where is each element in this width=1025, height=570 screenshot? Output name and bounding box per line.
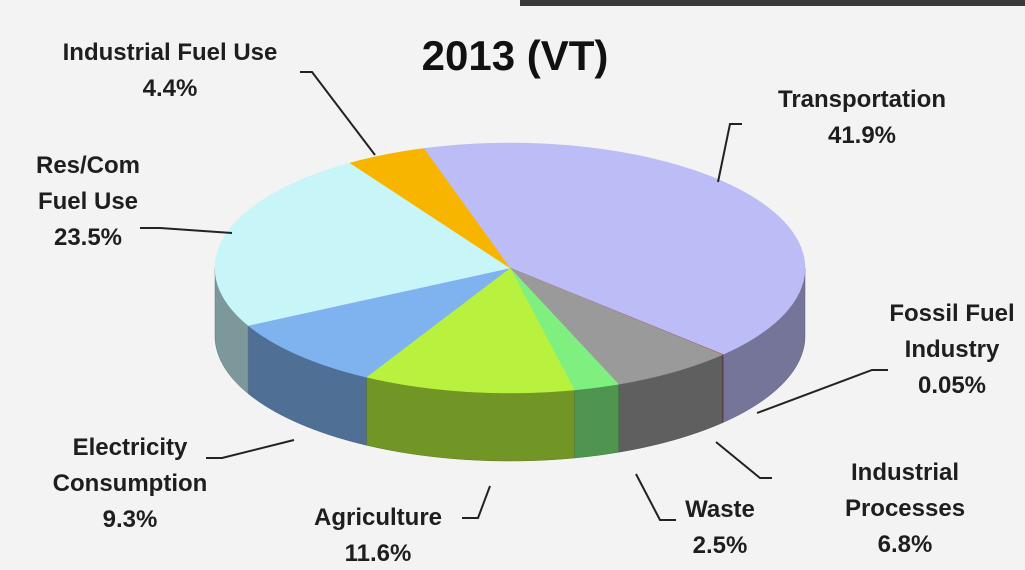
category-label: Industrial Processes: [844, 459, 966, 522]
value-label: 0.05%: [917, 372, 987, 399]
category-label: Waste: [685, 496, 755, 523]
value-label: 2.5%: [692, 532, 748, 559]
slice-label: Agriculture 11.6%: [288, 500, 468, 570]
leader-line: [756, 369, 888, 414]
slice: [365, 267, 575, 394]
slice: [349, 148, 511, 269]
slice: [509, 267, 724, 385]
slice-side: [574, 383, 619, 459]
chart-title: 2013 (VT): [421, 32, 609, 79]
leader-line: [717, 123, 742, 183]
category-label: Electricity Consumption: [52, 434, 208, 497]
value-label: 41.9%: [827, 122, 897, 149]
slice-label: Electricity Consumption 9.3%: [30, 430, 230, 538]
leader-line: [462, 485, 491, 519]
leader-line: [635, 473, 676, 521]
slice-label: Transportation 41.9%: [752, 82, 972, 154]
slice-label: Industrial Processes 6.8%: [830, 455, 980, 563]
slice-label: Fossil Fuel Industry 0.05%: [872, 296, 1025, 404]
category-label: Res/Com Fuel Use: [35, 152, 141, 215]
value-label: 6.8%: [877, 531, 933, 558]
slice: [214, 162, 511, 326]
category-label: Industrial Fuel Use: [62, 39, 278, 66]
slice: [247, 267, 511, 378]
leader-line: [715, 441, 772, 479]
slice-label: Res/Com Fuel Use 23.5%: [18, 148, 158, 256]
slice-label: Waste 2.5%: [660, 492, 780, 564]
category-label: Transportation: [777, 86, 946, 113]
value-label: 9.3%: [102, 506, 158, 533]
category-label: Agriculture: [313, 504, 442, 531]
value-label: 11.6%: [344, 540, 412, 567]
leader-line: [140, 227, 233, 234]
leader-line: [300, 71, 376, 156]
frame: [520, 0, 1025, 6]
slice-label: Industrial Fuel Use 4.4%: [20, 35, 320, 107]
slice: [423, 142, 806, 355]
value-label: 4.4%: [142, 75, 198, 102]
value-label: 23.5%: [53, 224, 123, 251]
slice: [509, 267, 620, 391]
category-label: Fossil Fuel Industry: [889, 300, 1015, 363]
leader-line: [206, 439, 295, 459]
